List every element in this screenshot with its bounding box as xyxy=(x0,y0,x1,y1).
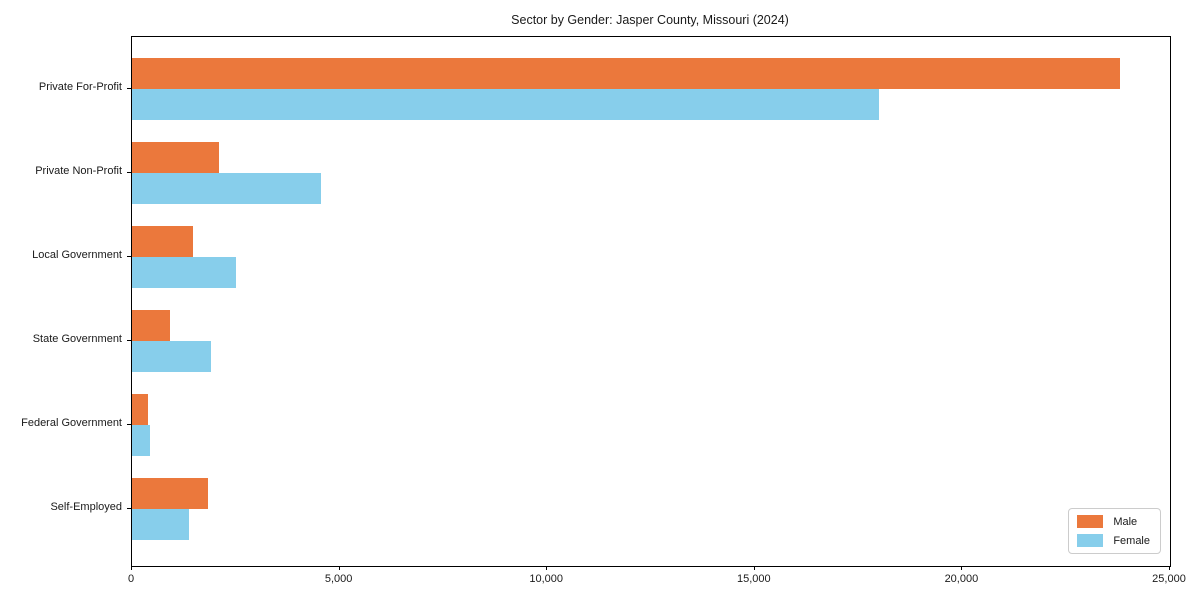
bar-male-6 xyxy=(132,478,208,509)
y-tick-mark xyxy=(127,172,131,173)
x-tick-mark xyxy=(338,566,340,570)
bar-male-3 xyxy=(132,226,194,257)
y-tick-mark xyxy=(127,256,131,257)
x-tick-mark xyxy=(753,566,755,570)
bar-male-5 xyxy=(132,394,149,425)
y-axis-label: Federal Government xyxy=(21,417,122,429)
x-tick-label: 15,000 xyxy=(736,573,771,585)
x-tick-mark xyxy=(131,566,132,570)
x-tick-label: 5,000 xyxy=(324,573,353,585)
legend-row-male: Male xyxy=(1077,515,1150,528)
x-tick-label: 0 xyxy=(127,573,135,585)
bar-female-1 xyxy=(132,89,880,120)
bar-male-2 xyxy=(132,142,220,173)
y-axis-label: Local Government xyxy=(32,249,122,261)
male-legend-label: Male xyxy=(1113,515,1138,528)
bar-female-6 xyxy=(132,509,190,540)
y-tick-mark xyxy=(127,340,131,341)
female-legend-label: Female xyxy=(1113,534,1150,547)
bar-male-4 xyxy=(132,310,171,341)
bar-male-1 xyxy=(132,58,1121,89)
y-axis-label: Private Non-Profit xyxy=(35,165,122,177)
y-axis-label: Private For-Profit xyxy=(38,81,122,93)
x-tick-label: 10,000 xyxy=(529,573,564,585)
y-tick-mark xyxy=(127,424,131,425)
x-tick-label: 20,000 xyxy=(944,573,979,585)
y-axis-label: Self-Employed xyxy=(50,501,122,513)
legend: Male Female xyxy=(1068,508,1161,554)
legend-row-female: Female xyxy=(1077,534,1150,547)
x-tick-mark xyxy=(961,566,963,570)
bar-female-5 xyxy=(132,425,150,456)
x-tick-mark xyxy=(1169,566,1170,570)
bar-female-3 xyxy=(132,257,236,288)
y-axis-label: State Government xyxy=(32,333,122,345)
plot-area: Male Female xyxy=(131,36,1171,567)
bar-female-2 xyxy=(132,173,321,204)
y-tick-mark xyxy=(127,88,131,89)
bar-female-4 xyxy=(132,341,211,372)
y-tick-mark xyxy=(127,508,131,509)
female-swatch xyxy=(1077,534,1104,547)
x-tick-label: 25,000 xyxy=(1152,573,1186,585)
x-tick-mark xyxy=(546,566,548,570)
chart-title: Sector by Gender: Jasper County, Missour… xyxy=(511,13,789,27)
male-swatch xyxy=(1077,515,1104,528)
